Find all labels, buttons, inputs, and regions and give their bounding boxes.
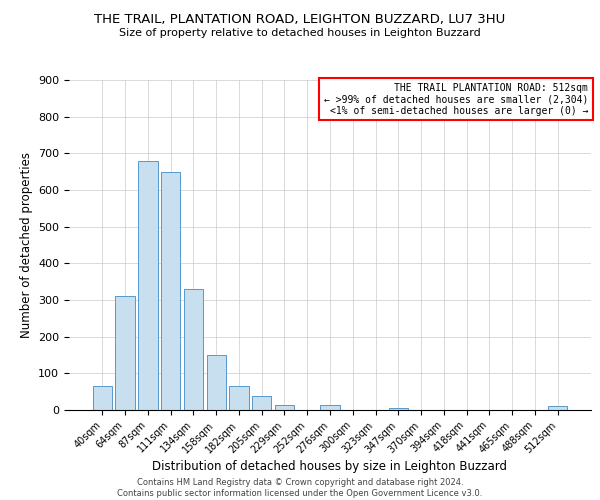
Text: THE TRAIL, PLANTATION ROAD, LEIGHTON BUZZARD, LU7 3HU: THE TRAIL, PLANTATION ROAD, LEIGHTON BUZ… (94, 12, 506, 26)
Text: Size of property relative to detached houses in Leighton Buzzard: Size of property relative to detached ho… (119, 28, 481, 38)
Bar (184, 289, 203, 410)
Bar (229, 386, 248, 410)
Bar (320, 405, 340, 410)
Text: THE TRAIL PLANTATION ROAD: 512sqm
← >99% of detached houses are smaller (2,304)
: THE TRAIL PLANTATION ROAD: 512sqm ← >99%… (324, 83, 588, 116)
Bar (548, 406, 567, 410)
Bar (161, 172, 181, 410)
Text: Contains HM Land Registry data © Crown copyright and database right 2024.
Contai: Contains HM Land Registry data © Crown c… (118, 478, 482, 498)
Bar (275, 405, 294, 410)
Y-axis label: Number of detached properties: Number of detached properties (20, 152, 32, 338)
Bar (252, 396, 271, 410)
Bar (93, 386, 112, 410)
Bar (206, 355, 226, 410)
Bar (389, 408, 408, 410)
Bar (115, 296, 135, 410)
Bar (138, 160, 158, 410)
X-axis label: Distribution of detached houses by size in Leighton Buzzard: Distribution of detached houses by size … (152, 460, 508, 473)
